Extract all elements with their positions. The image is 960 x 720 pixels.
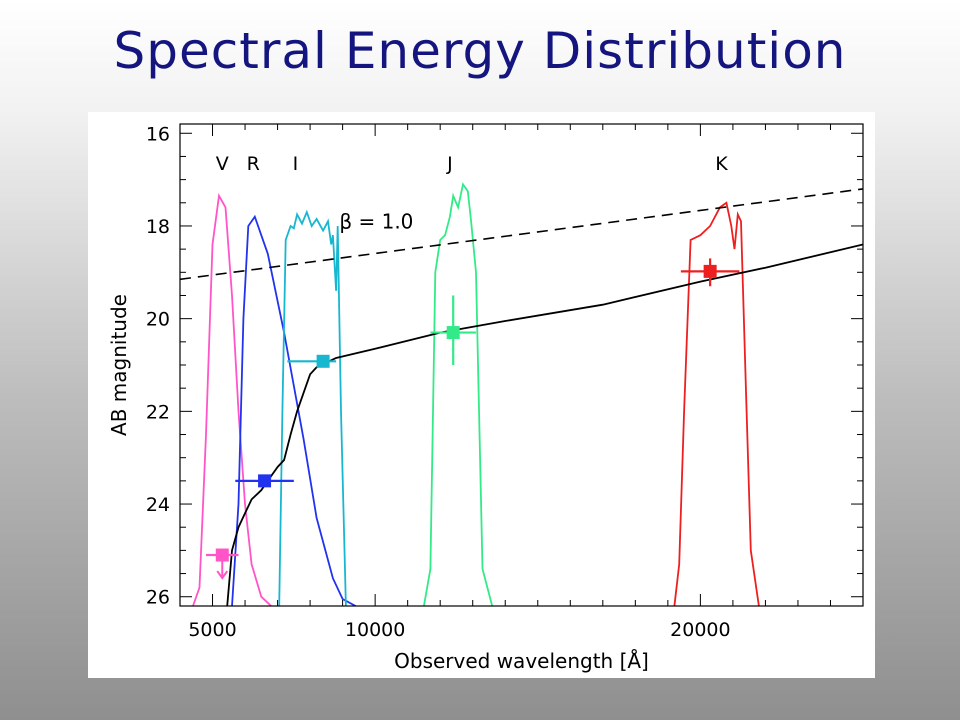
filter-curve-J xyxy=(423,182,494,606)
upper-limit-arrow-V xyxy=(216,570,229,580)
filter-curve-K xyxy=(673,201,760,606)
y-tick-label: 16 xyxy=(146,123,170,145)
x-tick-label: 10000 xyxy=(345,619,405,641)
x-axis-label: Observed wavelength [Å] xyxy=(394,649,649,673)
filter-curve-V xyxy=(192,193,272,606)
x-tick-label: 20000 xyxy=(670,619,730,641)
data-point-J xyxy=(446,326,460,340)
data-point-K xyxy=(703,264,717,278)
beta-reference-label: β = 1.0 xyxy=(339,209,413,233)
data-point-R xyxy=(258,474,272,488)
x-tick-label: 5000 xyxy=(188,619,236,641)
filter-label-J: J xyxy=(446,153,453,175)
data-point-V xyxy=(215,548,229,562)
filter-curve-R xyxy=(231,214,357,606)
y-tick-label: 20 xyxy=(146,309,170,331)
y-tick-label: 24 xyxy=(146,494,170,516)
sed-model-curve xyxy=(226,243,863,606)
filter-label-I: I xyxy=(293,153,299,175)
sed-chart: V R I J Kβ = 1.0 16 18 20 22 24 26 5000 10000 20000 O… xyxy=(107,123,864,673)
filter-label-K: K xyxy=(715,153,728,175)
y-tick-label: 26 xyxy=(146,587,170,609)
y-axis-label: AB magnitude xyxy=(107,294,131,436)
y-tick-label: 22 xyxy=(146,401,170,423)
beta-reference-line xyxy=(180,188,863,281)
filter-label-R: R xyxy=(247,153,260,175)
slide-title: Spectral Energy Distribution xyxy=(113,22,847,80)
filter-label-V: V xyxy=(216,153,229,175)
y-tick-label: 18 xyxy=(146,216,170,238)
filter-curve-I xyxy=(278,209,347,606)
data-point-I xyxy=(316,354,330,368)
